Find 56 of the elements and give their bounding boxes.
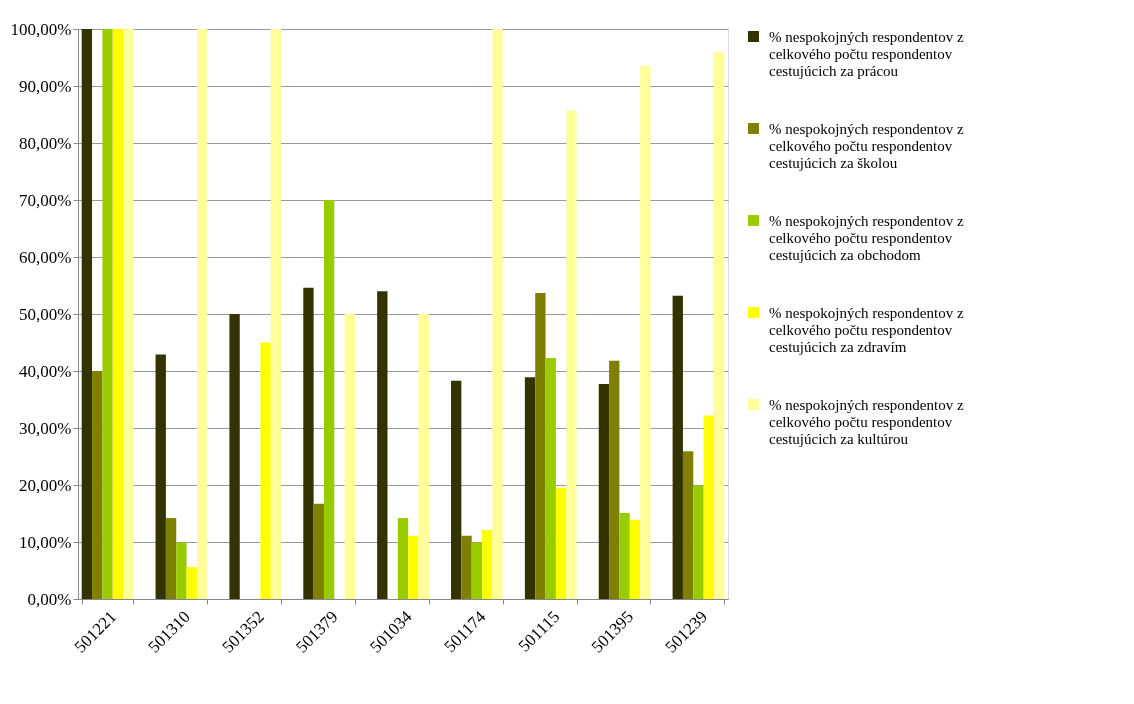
bar [524, 377, 536, 599]
bar [344, 314, 355, 599]
bar [397, 518, 409, 599]
y-tick-label: 100,00% [10, 19, 72, 39]
bar [693, 485, 704, 599]
bar [566, 110, 577, 599]
bar [176, 542, 187, 599]
bar [408, 535, 419, 599]
bar [303, 287, 314, 599]
bar [313, 503, 324, 599]
bar [682, 451, 694, 599]
bar [323, 200, 335, 599]
legend-label: % nespokojných respondentov z celkového počtu respondentov cestujúcich za obchodom [769, 212, 964, 263]
bar [535, 292, 546, 599]
bar [196, 29, 208, 599]
bar [377, 291, 388, 599]
bar [451, 380, 462, 599]
bar [123, 29, 134, 599]
bar [609, 360, 620, 599]
y-tick-label: 80,00% [19, 133, 72, 153]
bar [270, 29, 282, 599]
bar [92, 371, 103, 599]
legend-label: % nespokojných respondentov z celkového počtu respondentov cestujúcich za kultúrou [769, 396, 964, 447]
bar [102, 29, 113, 599]
y-tick-label: 50,00% [19, 304, 72, 324]
y-tick-label: 90,00% [19, 76, 72, 96]
y-tick-label: 30,00% [19, 418, 72, 438]
legend-label: % nespokojných respondentov z celkového počtu respondentov cestujúcich za zdravím [769, 304, 964, 355]
bar [482, 530, 493, 599]
bar [672, 295, 683, 599]
bar [555, 487, 567, 599]
bar [186, 567, 197, 599]
y-tick-label: 10,00% [19, 532, 72, 552]
bar [418, 314, 429, 599]
bar [471, 542, 483, 599]
legend-label: % nespokojných respondentov z celkového počtu respondentov cestujúcich za školou [769, 120, 964, 171]
bar [619, 512, 630, 599]
y-tick-label: 0,00% [27, 589, 72, 609]
y-tick-label: 40,00% [19, 361, 72, 381]
bar [629, 519, 641, 599]
bar [492, 29, 503, 599]
bar [703, 415, 714, 599]
bar [155, 354, 166, 599]
y-tick-label: 20,00% [19, 475, 72, 495]
y-tick-label: 60,00% [19, 247, 72, 267]
bar [598, 384, 610, 599]
bar [461, 535, 472, 599]
bar [713, 51, 725, 599]
bar [229, 314, 240, 599]
bar [165, 518, 177, 599]
bar [112, 29, 124, 599]
bar [640, 66, 651, 599]
y-tick-label: 70,00% [19, 190, 72, 210]
bar [545, 357, 556, 599]
legend-label: % nespokojných respondentov z celkového počtu respondentov cestujúcich za prácou [769, 28, 964, 79]
bar [260, 342, 271, 599]
